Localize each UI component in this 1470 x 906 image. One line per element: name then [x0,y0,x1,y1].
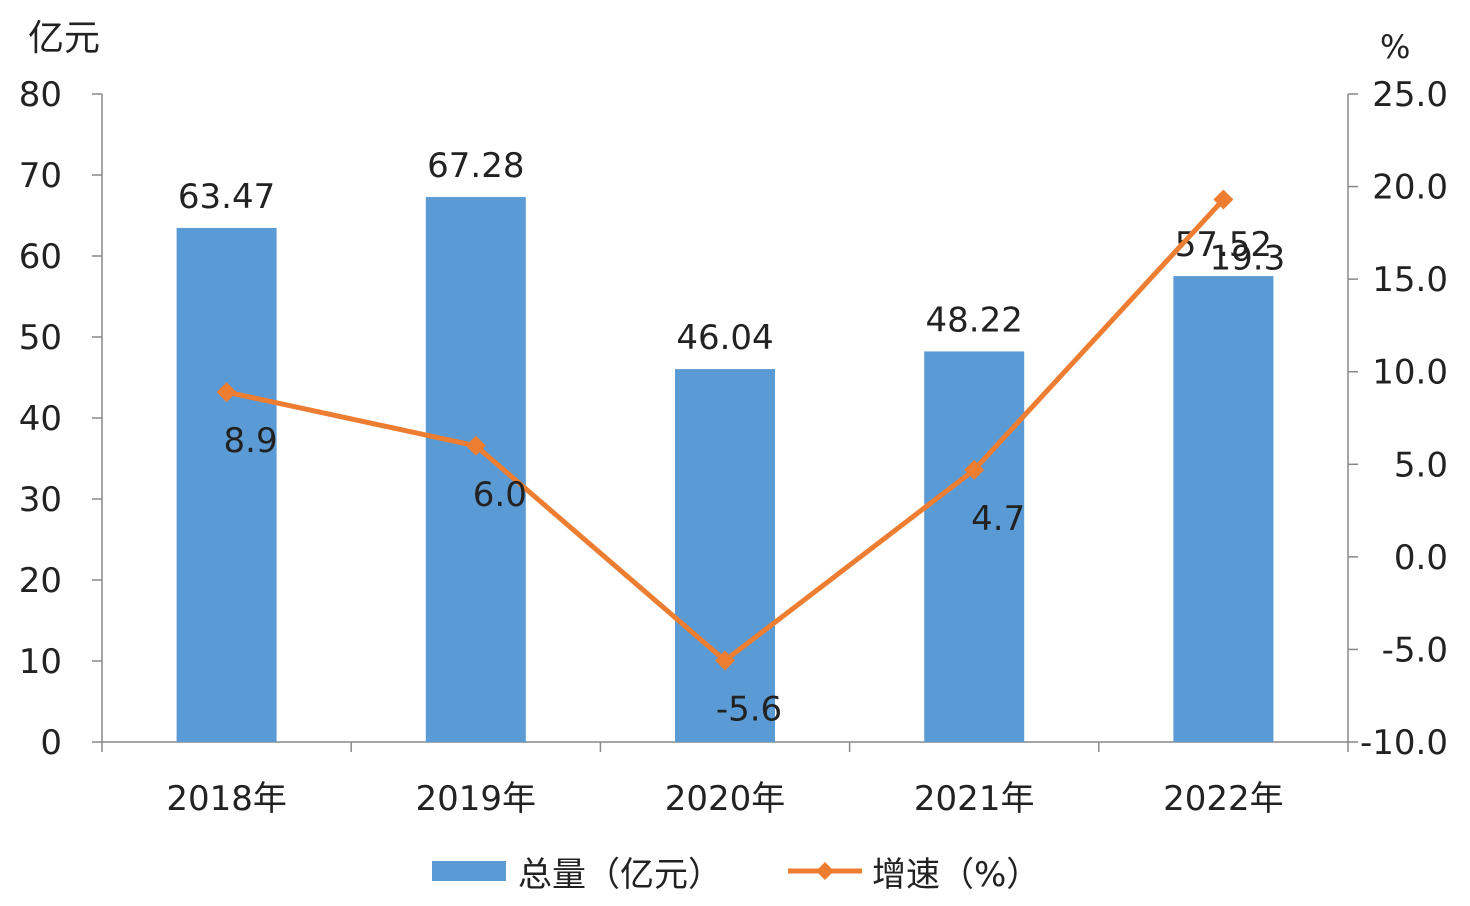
growth-marker [216,382,237,403]
right-axis: % -10.0 -5.0 0.0 5.0 10.0 15.0 20.0 25.0 [1347,28,1448,763]
x-axis-tick-label: 2019年 [416,779,537,819]
line-data-label: 4.7 [971,499,1025,539]
left-axis-tick-label: 30 [19,480,62,520]
legend-label-growth: 增速（%） [872,855,1040,895]
right-axis-tick-label: 25.0 [1372,75,1448,115]
left-axis-tick-label: 0 [40,723,62,763]
line-data-label: 8.9 [224,421,278,461]
bar-data-label: 46.04 [676,318,773,358]
right-axis-tick-label: -10.0 [1360,723,1448,763]
line-data-label: 19.3 [1210,239,1286,279]
growth-marker [715,650,735,671]
left-axis-tick-label: 50 [19,318,62,358]
line-data-label: -5.6 [716,690,782,730]
x-axis-tick-label: 2020年 [665,779,786,819]
right-axis-tick-label: 0.0 [1394,538,1448,578]
line-data-label: 6.0 [473,475,527,515]
x-axis: 2018年 2019年 2020年 2021年 2022年 [101,741,1349,819]
legend-swatch-total [432,861,506,881]
bar [675,369,775,742]
line-series [216,189,1234,671]
line-data-labels: 8.9 6.0 -5.6 4.7 19.3 [224,239,1286,730]
bar-data-label: 48.22 [926,300,1023,340]
left-axis-tick-label: 70 [19,156,62,196]
left-axis-tick-label: 40 [19,399,62,439]
bar [1173,276,1274,742]
x-axis-tick-label: 2021年 [914,779,1035,819]
right-axis-tick-label: 20.0 [1372,168,1448,208]
bar-data-label: 63.47 [178,177,275,217]
legend: 总量（亿元） 增速（%） [432,855,1040,895]
growth-marker [465,435,486,456]
legend-swatch-growth-marker [816,862,834,880]
left-axis-unit: 亿元 [28,18,100,59]
left-axis-tick-label: 20 [19,561,62,601]
right-axis-tick-label: 5.0 [1394,445,1448,485]
right-axis-unit: % [1380,28,1410,66]
x-axis-tick-label: 2018年 [166,779,287,819]
growth-marker [1213,189,1234,210]
legend-label-total: 总量（亿元） [518,855,722,895]
right-axis-tick-label: 15.0 [1372,260,1448,300]
right-axis-tick-label: 10.0 [1372,353,1448,393]
bar [425,197,526,743]
right-axis-tick-label: -5.0 [1382,630,1448,670]
left-axis-tick-label: 60 [19,237,62,277]
bar [924,351,1025,742]
left-axis-tick-label: 80 [19,75,62,115]
growth-marker [964,459,985,480]
bar-series [176,197,1274,743]
left-axis: 亿元 0 10 20 30 40 50 60 70 80 [19,18,103,763]
x-axis-tick-label: 2022年 [1163,779,1284,819]
bar [176,227,277,742]
bar-data-label: 67.28 [427,146,524,186]
left-axis-tick-label: 10 [19,642,62,682]
